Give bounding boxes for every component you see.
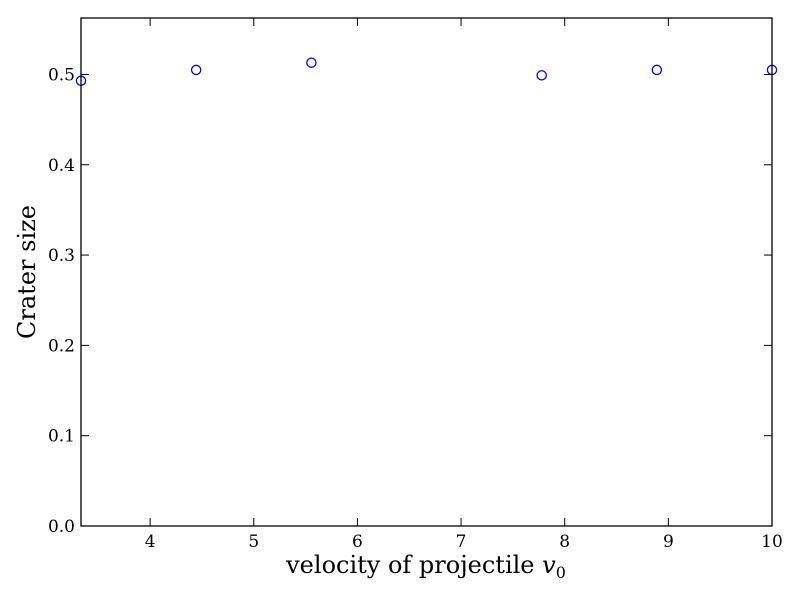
x-axis-title: velocity of projectile v0 bbox=[285, 551, 566, 582]
data-point bbox=[306, 57, 317, 68]
x-tick-label: 9 bbox=[663, 532, 674, 552]
data-points bbox=[75, 57, 778, 87]
x-tick-label: 5 bbox=[248, 532, 259, 552]
data-point bbox=[651, 64, 663, 76]
plot-area-frame bbox=[80, 17, 773, 527]
x-axis-title-symbol: v bbox=[542, 551, 556, 579]
x-tick-label: 6 bbox=[352, 532, 363, 552]
y-tick-labels: 0.0 0.1 0.2 0.3 0.4 0.5 bbox=[48, 65, 75, 537]
x-tick-label: 10 bbox=[761, 532, 783, 552]
y-tick-label: 0.2 bbox=[48, 336, 75, 356]
y-tick-label: 0.5 bbox=[48, 65, 75, 85]
x-tick-label: 4 bbox=[145, 532, 156, 552]
axis-ticks bbox=[81, 18, 773, 527]
data-point bbox=[536, 70, 547, 81]
x-axis-title-subscript: 0 bbox=[556, 563, 566, 582]
y-tick-label: 0.4 bbox=[48, 156, 75, 176]
y-axis-title: Crater size bbox=[13, 205, 41, 339]
x-tick-label: 7 bbox=[456, 532, 467, 552]
y-tick-label: 0.1 bbox=[48, 427, 75, 447]
data-point bbox=[190, 64, 202, 76]
x-axis-title-text: velocity of projectile bbox=[285, 551, 542, 579]
x-tick-labels: 4 5 6 7 8 9 10 bbox=[145, 532, 783, 552]
x-tick-label: 8 bbox=[559, 532, 570, 552]
y-tick-label: 0.0 bbox=[48, 517, 75, 537]
y-tick-label: 0.3 bbox=[48, 246, 75, 266]
